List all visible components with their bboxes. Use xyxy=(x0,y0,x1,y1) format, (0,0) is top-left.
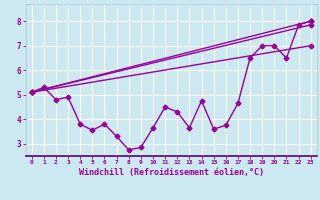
X-axis label: Windchill (Refroidissement éolien,°C): Windchill (Refroidissement éolien,°C) xyxy=(79,168,264,177)
